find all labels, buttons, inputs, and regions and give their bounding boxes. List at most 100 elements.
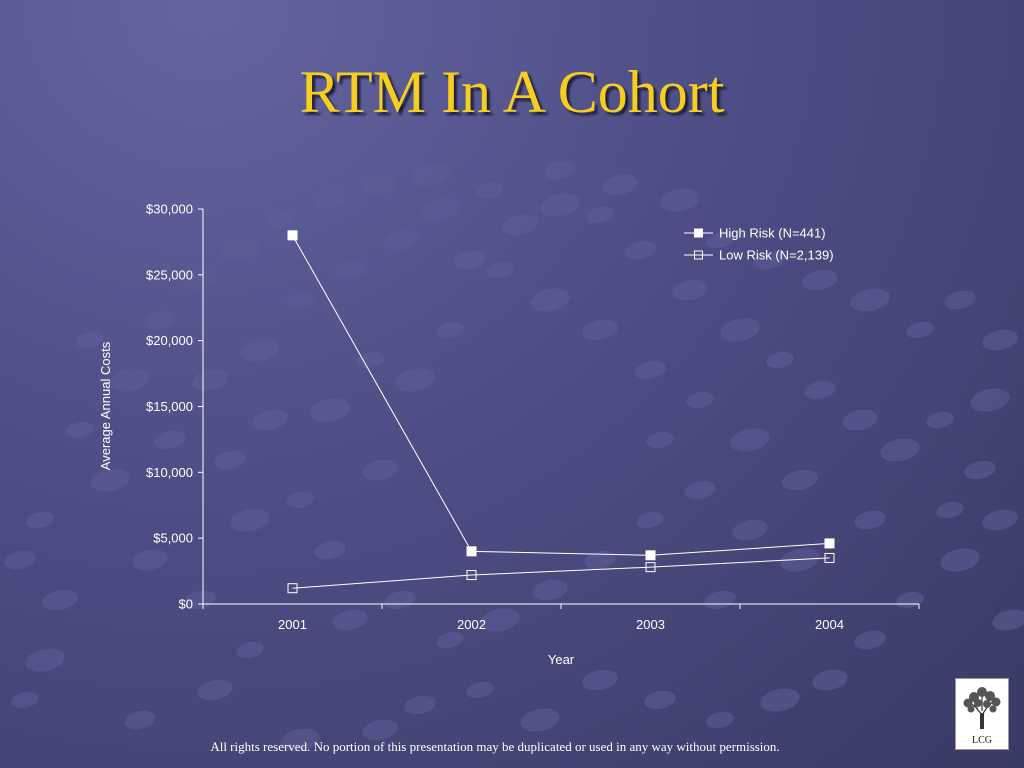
background-dot: [480, 608, 520, 632]
background-dot: [286, 491, 314, 509]
y-tick-label: $5,000: [153, 531, 193, 546]
background-dot: [192, 369, 228, 391]
background-dot: [582, 319, 618, 341]
background-dot: [540, 193, 580, 217]
background-dot: [706, 711, 734, 729]
background-dot: [660, 188, 700, 212]
background-dot: [314, 190, 346, 210]
background-dot: [732, 519, 768, 541]
background-dot: [812, 669, 848, 691]
background-dot: [154, 430, 186, 450]
background-dot: [906, 321, 934, 339]
background-dot: [382, 229, 418, 251]
background-dot: [730, 428, 770, 452]
background-dot: [404, 695, 436, 715]
low-risk-point: [824, 552, 835, 563]
y-tick-label: $15,000: [146, 399, 193, 414]
background-dot: [842, 409, 878, 431]
legend-label: High Risk (N=441): [719, 226, 826, 241]
background-dot: [25, 648, 65, 672]
legend-label: Low Risk (N=2,139): [719, 248, 834, 263]
background-dot: [252, 409, 288, 431]
background-dot: [454, 250, 486, 270]
background-dot: [684, 480, 716, 500]
y-tick-label: $0: [179, 597, 193, 612]
background-dot: [782, 469, 818, 491]
background-dot: [760, 688, 800, 712]
background-dot: [520, 708, 560, 732]
background-dot: [502, 214, 538, 236]
background-dot: [410, 163, 450, 187]
background-dot: [420, 198, 460, 222]
low-risk-point: [645, 562, 656, 573]
series-line: [292, 557, 830, 589]
background-dot: [436, 321, 464, 339]
x-axis-label: Year: [548, 652, 575, 667]
background-dot: [334, 260, 366, 280]
background-dot: [11, 691, 39, 709]
logo-text: LCG: [972, 735, 992, 746]
background-dot: [532, 579, 568, 601]
background-dot: [584, 550, 616, 570]
background-dot: [704, 590, 736, 610]
high-risk-point: [824, 538, 835, 549]
background-dot: [310, 398, 350, 422]
background-dot: [182, 269, 218, 291]
background-dot: [880, 438, 920, 462]
y-tick-label: $30,000: [146, 202, 193, 217]
background-dot: [644, 690, 676, 710]
background-dot: [582, 669, 618, 691]
background-dot: [66, 421, 94, 439]
lcg-logo: LCG: [955, 678, 1009, 750]
x-tick-label: 2003: [636, 617, 665, 632]
background-dot: [236, 641, 264, 659]
background-dot: [706, 231, 734, 249]
x-tick-label: 2002: [457, 617, 486, 632]
background-dot: [436, 631, 464, 649]
y-axis-label: Average Annual Costs: [98, 341, 113, 470]
high-risk-point: [466, 546, 477, 557]
background-dot: [90, 468, 130, 492]
background-dot: [686, 391, 714, 409]
background-dot: [76, 331, 104, 349]
background-dot: [220, 238, 260, 262]
background-dot: [940, 548, 980, 572]
background-dot: [720, 318, 760, 342]
y-tick-label: $25,000: [146, 267, 193, 282]
background-dot: [964, 460, 996, 480]
slide-title: RTM In A Cohort: [299, 59, 725, 125]
background-dot: [362, 174, 398, 196]
tree-icon: [963, 687, 1001, 729]
y-tick-label: $10,000: [146, 465, 193, 480]
background-dot: [280, 728, 320, 752]
background-dot: [936, 501, 964, 519]
background-dot: [486, 261, 514, 279]
legend-marker: [694, 228, 703, 238]
background-dot: [362, 459, 398, 481]
low-risk-point: [466, 570, 477, 581]
background-dot: [636, 511, 664, 529]
background-dot: [42, 589, 78, 611]
background-dot: [124, 710, 156, 730]
background-dot: [132, 549, 168, 571]
background-dot: [586, 206, 614, 224]
background-dot: [230, 508, 270, 532]
background-dot: [982, 509, 1018, 531]
copyright-footer: All rights reserved. No portion of this …: [210, 739, 780, 754]
background-dot: [384, 590, 416, 610]
low-risk-point: [287, 583, 298, 594]
background-dot: [197, 679, 233, 701]
background-dot: [314, 540, 346, 560]
background-dot: [992, 609, 1024, 631]
background-dot: [944, 290, 976, 310]
background-dot: [850, 288, 890, 312]
background-dot: [110, 368, 150, 392]
background-dot: [362, 719, 398, 741]
background-dot: [286, 291, 314, 309]
high-risk-point: [287, 230, 298, 241]
background-dot: [766, 351, 794, 369]
y-tick-label: $20,000: [146, 333, 193, 348]
background-dot: [854, 510, 886, 530]
